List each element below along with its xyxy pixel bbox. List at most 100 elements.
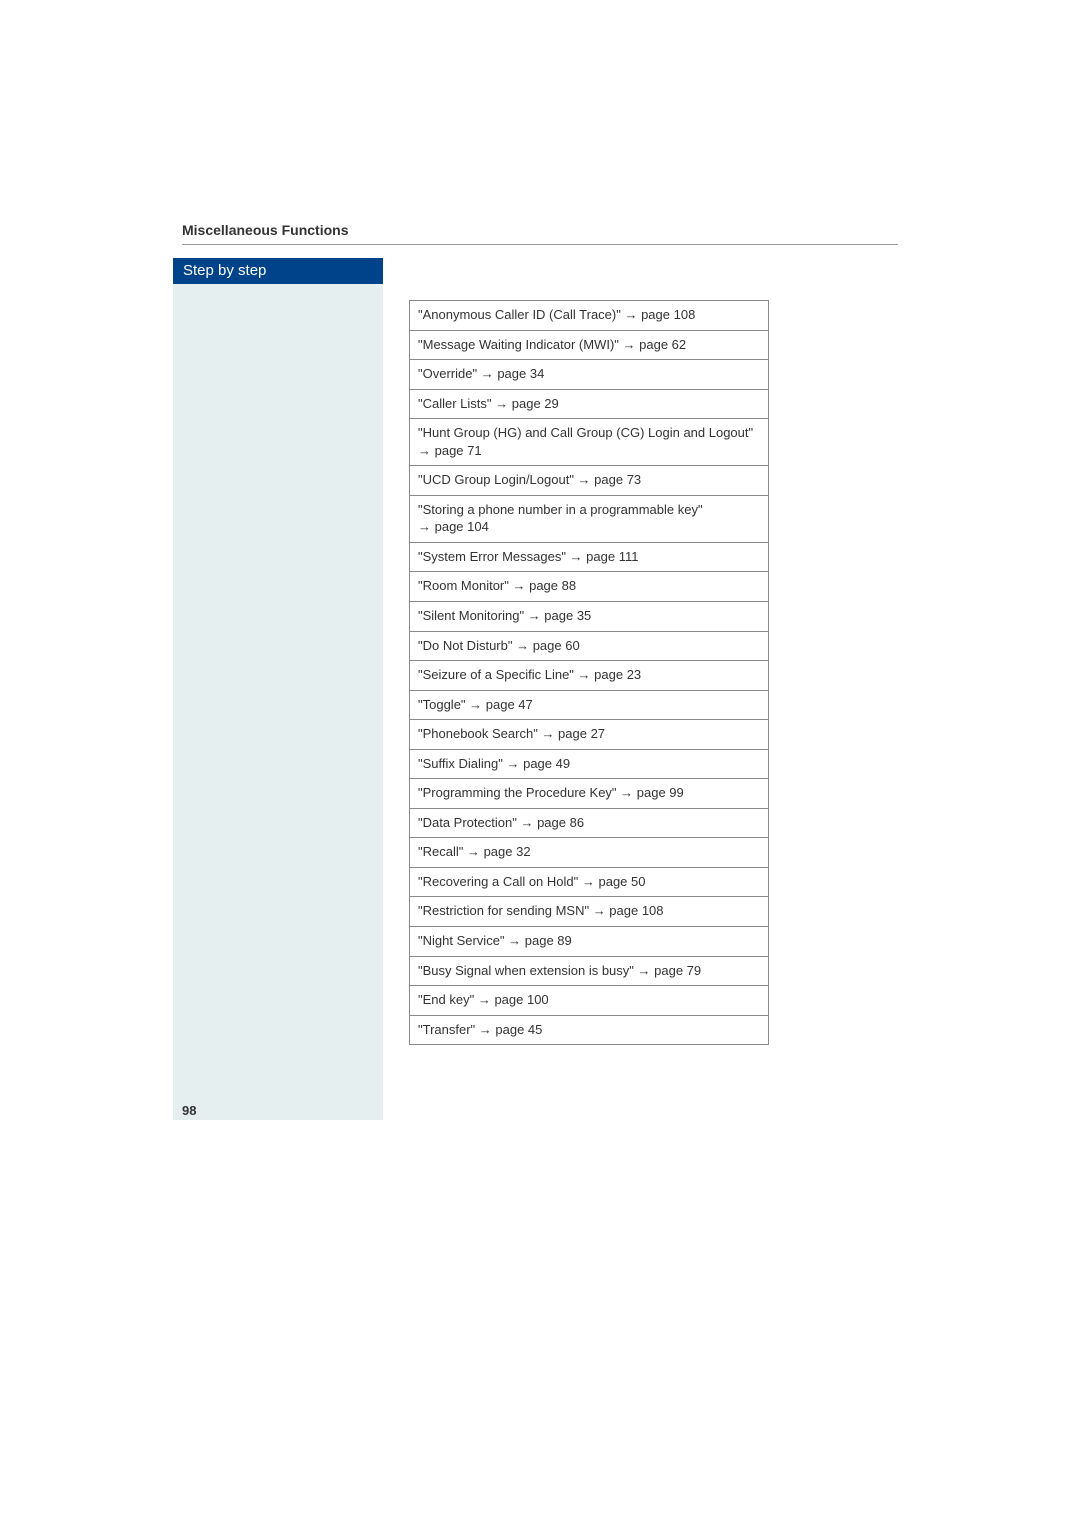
arrow-icon: → bbox=[620, 785, 633, 800]
function-cell[interactable]: "Storing a phone number in a programmabl… bbox=[410, 495, 769, 542]
arrow-icon: → bbox=[516, 638, 529, 653]
page-ref: page 47 bbox=[482, 697, 533, 712]
function-cell[interactable]: "Programming the Procedure Key" → page 9… bbox=[410, 779, 769, 809]
function-cell[interactable]: "Night Service" → page 89 bbox=[410, 927, 769, 957]
arrow-icon: → bbox=[478, 992, 491, 1007]
function-label: "Recall" bbox=[418, 844, 467, 859]
function-label: "Storing a phone number in a programmabl… bbox=[418, 502, 703, 517]
function-cell[interactable]: "Caller Lists" → page 29 bbox=[410, 389, 769, 419]
table-row: "End key" → page 100 bbox=[410, 986, 769, 1016]
function-label: "Transfer" bbox=[418, 1022, 479, 1037]
section-title: Miscellaneous Functions bbox=[182, 222, 898, 244]
function-cell[interactable]: "Room Monitor" → page 88 bbox=[410, 572, 769, 602]
function-label: "Silent Monitoring" bbox=[418, 608, 528, 623]
function-label: "Recovering a Call on Hold" bbox=[418, 874, 582, 889]
page-ref: page 108 bbox=[637, 307, 695, 322]
table-row: "Night Service" → page 89 bbox=[410, 927, 769, 957]
function-cell[interactable]: "Phonebook Search" → page 27 bbox=[410, 720, 769, 750]
page-ref: page 35 bbox=[541, 608, 592, 623]
page-ref: page 60 bbox=[529, 638, 580, 653]
table-row: "System Error Messages" → page 111 bbox=[410, 542, 769, 572]
table-row: "Anonymous Caller ID (Call Trace)" → pag… bbox=[410, 301, 769, 331]
table-row: "Caller Lists" → page 29 bbox=[410, 389, 769, 419]
function-label: "Phonebook Search" bbox=[418, 726, 541, 741]
table-row: "Hunt Group (HG) and Call Group (CG) Log… bbox=[410, 419, 769, 466]
function-cell[interactable]: "Transfer" → page 45 bbox=[410, 1015, 769, 1045]
function-cell[interactable]: "Hunt Group (HG) and Call Group (CG) Log… bbox=[410, 419, 769, 466]
function-cell[interactable]: "End key" → page 100 bbox=[410, 986, 769, 1016]
header-area: Miscellaneous Functions bbox=[182, 222, 898, 245]
page-ref: page 71 bbox=[431, 443, 482, 458]
function-label: "Toggle" bbox=[418, 697, 469, 712]
function-label: "Busy Signal when extension is busy" bbox=[418, 963, 638, 978]
page-ref: page 50 bbox=[595, 874, 646, 889]
function-cell[interactable]: "Data Protection" → page 86 bbox=[410, 808, 769, 838]
table-row: "Suffix Dialing" → page 49 bbox=[410, 749, 769, 779]
function-label: "End key" bbox=[418, 992, 478, 1007]
function-cell[interactable]: "System Error Messages" → page 111 bbox=[410, 542, 769, 572]
function-label: "Override" bbox=[418, 366, 481, 381]
function-label: "Restriction for sending MSN" bbox=[418, 903, 593, 918]
function-label: "Night Service" bbox=[418, 933, 508, 948]
sidebar: Step by step bbox=[173, 258, 383, 1120]
arrow-icon: → bbox=[418, 443, 431, 458]
table-row: "Seizure of a Specific Line" → page 23 bbox=[410, 661, 769, 691]
arrow-icon: → bbox=[467, 844, 480, 859]
function-cell[interactable]: "Override" → page 34 bbox=[410, 360, 769, 390]
arrow-icon: → bbox=[578, 667, 591, 682]
arrow-icon: → bbox=[541, 726, 554, 741]
function-cell[interactable]: "Message Waiting Indicator (MWI)" → page… bbox=[410, 330, 769, 360]
function-label: "Hunt Group (HG) and Call Group (CG) Log… bbox=[418, 425, 753, 440]
function-label: "System Error Messages" bbox=[418, 549, 570, 564]
table-row: "Override" → page 34 bbox=[410, 360, 769, 390]
function-cell[interactable]: "Recovering a Call on Hold" → page 50 bbox=[410, 867, 769, 897]
table-row: "Transfer" → page 45 bbox=[410, 1015, 769, 1045]
arrow-icon: → bbox=[479, 1022, 492, 1037]
function-cell[interactable]: "Restriction for sending MSN" → page 108 bbox=[410, 897, 769, 927]
functions-table-wrap: "Anonymous Caller ID (Call Trace)" → pag… bbox=[409, 300, 769, 1045]
page-ref: page 88 bbox=[525, 578, 576, 593]
arrow-icon: → bbox=[624, 307, 637, 322]
header-rule bbox=[182, 244, 898, 245]
page-ref: page 29 bbox=[508, 396, 559, 411]
table-row: "Restriction for sending MSN" → page 108 bbox=[410, 897, 769, 927]
page: Miscellaneous Functions Step by step "An… bbox=[0, 0, 1080, 1528]
arrow-icon: → bbox=[418, 519, 431, 534]
arrow-icon: → bbox=[638, 963, 651, 978]
function-label: "Caller Lists" bbox=[418, 396, 495, 411]
function-cell[interactable]: "Do Not Disturb" → page 60 bbox=[410, 631, 769, 661]
page-ref: page 32 bbox=[480, 844, 531, 859]
arrow-icon: → bbox=[582, 874, 595, 889]
page-ref: page 108 bbox=[606, 903, 664, 918]
page-ref: page 89 bbox=[521, 933, 572, 948]
function-label: "Suffix Dialing" bbox=[418, 756, 506, 771]
function-cell[interactable]: "Busy Signal when extension is busy" → p… bbox=[410, 956, 769, 986]
function-cell[interactable]: "Anonymous Caller ID (Call Trace)" → pag… bbox=[410, 301, 769, 331]
function-cell[interactable]: "Recall" → page 32 bbox=[410, 838, 769, 868]
function-label: "Data Protection" bbox=[418, 815, 520, 830]
function-cell[interactable]: "Silent Monitoring" → page 35 bbox=[410, 602, 769, 632]
function-cell[interactable]: "UCD Group Login/Logout" → page 73 bbox=[410, 466, 769, 496]
function-label: "UCD Group Login/Logout" bbox=[418, 472, 578, 487]
table-row: "Recall" → page 32 bbox=[410, 838, 769, 868]
page-ref: page 62 bbox=[636, 337, 687, 352]
function-label: "Do Not Disturb" bbox=[418, 638, 516, 653]
function-cell[interactable]: "Suffix Dialing" → page 49 bbox=[410, 749, 769, 779]
page-ref: page 104 bbox=[431, 519, 489, 534]
arrow-icon: → bbox=[570, 549, 583, 564]
arrow-icon: → bbox=[481, 366, 494, 381]
function-cell[interactable]: "Toggle" → page 47 bbox=[410, 690, 769, 720]
page-ref: page 23 bbox=[591, 667, 642, 682]
page-ref: page 73 bbox=[591, 472, 642, 487]
page-number: 98 bbox=[182, 1103, 196, 1118]
function-label: "Room Monitor" bbox=[418, 578, 512, 593]
table-row: "Silent Monitoring" → page 35 bbox=[410, 602, 769, 632]
function-cell[interactable]: "Seizure of a Specific Line" → page 23 bbox=[410, 661, 769, 691]
table-row: "Recovering a Call on Hold" → page 50 bbox=[410, 867, 769, 897]
function-label: "Seizure of a Specific Line" bbox=[418, 667, 578, 682]
page-ref: page 45 bbox=[492, 1022, 543, 1037]
page-ref: page 49 bbox=[519, 756, 570, 771]
table-row: "Programming the Procedure Key" → page 9… bbox=[410, 779, 769, 809]
page-ref: page 100 bbox=[491, 992, 549, 1007]
functions-table: "Anonymous Caller ID (Call Trace)" → pag… bbox=[409, 300, 769, 1045]
